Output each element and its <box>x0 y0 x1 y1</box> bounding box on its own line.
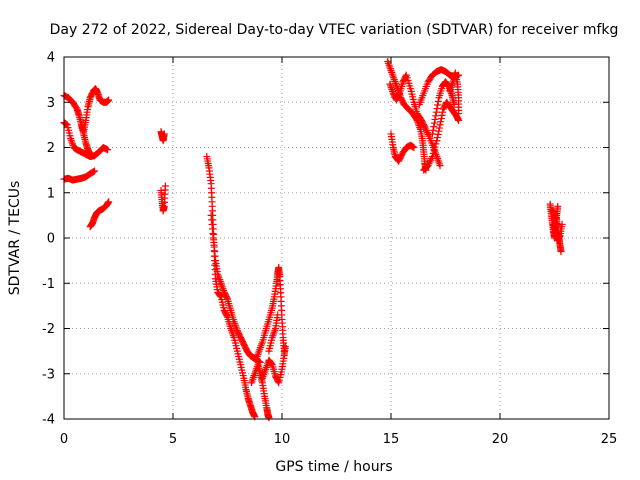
data-point <box>395 91 403 99</box>
data-point <box>433 105 441 113</box>
data-point <box>428 153 436 161</box>
data-point <box>438 111 446 119</box>
x-tick-label: 0 <box>60 432 68 447</box>
data-points <box>60 58 566 422</box>
y-tick-label: -3 <box>42 367 55 382</box>
data-point <box>455 116 463 124</box>
data-point <box>557 248 565 256</box>
data-point <box>274 377 282 385</box>
data-point <box>265 414 273 422</box>
data-point <box>223 294 231 302</box>
data-point <box>432 112 440 120</box>
data-point <box>410 144 418 151</box>
data-point <box>105 198 113 206</box>
data-point <box>439 108 447 116</box>
y-tick-label: -4 <box>42 413 55 428</box>
data-point <box>437 115 445 123</box>
data-point <box>455 110 463 118</box>
y-tick-label: -1 <box>42 277 55 292</box>
x-tick-label: 20 <box>492 432 509 447</box>
data-point <box>428 130 436 138</box>
data-point <box>104 146 112 154</box>
data-point <box>431 115 439 123</box>
data-point <box>223 312 231 320</box>
x-tick-label: 25 <box>601 432 618 447</box>
data-point <box>161 182 169 190</box>
x-tick-labels: 0 5 10 15 20 25 <box>60 432 617 447</box>
y-tick-label: 3 <box>47 96 55 111</box>
data-point <box>430 119 438 127</box>
data-point <box>429 149 437 157</box>
data-point <box>420 122 428 130</box>
data-point <box>554 202 562 210</box>
y-axis-label: SDTVAR / TECUs <box>7 181 23 296</box>
data-point <box>435 127 443 135</box>
data-point <box>432 140 440 148</box>
data-point <box>274 311 282 319</box>
x-axis-label: GPS time / hours <box>275 459 392 475</box>
data-point <box>430 123 438 131</box>
y-tick-label: -2 <box>42 322 55 337</box>
y-tick-label: 4 <box>47 51 55 66</box>
x-tick-label: 5 <box>169 432 177 447</box>
data-point <box>558 220 566 228</box>
data-point <box>433 134 441 142</box>
data-point <box>435 124 443 132</box>
data-point <box>430 146 438 154</box>
data-point <box>432 108 440 116</box>
data-point <box>436 162 444 170</box>
data-point <box>281 343 289 351</box>
data-point <box>434 97 442 105</box>
data-point <box>91 167 99 175</box>
data-point <box>429 126 437 134</box>
data-point <box>431 143 439 151</box>
data-point <box>86 150 94 158</box>
y-tick-labels: -4 -3 -2 -1 0 1 2 3 4 <box>42 51 55 428</box>
data-point <box>436 121 444 129</box>
y-tick-label: 0 <box>47 232 55 247</box>
x-tick-label: 15 <box>383 432 400 447</box>
y-tick-label: 1 <box>47 186 55 201</box>
data-point <box>160 130 168 138</box>
data-point <box>433 137 441 145</box>
y-tick-label: 2 <box>47 141 55 156</box>
data-point <box>105 96 113 104</box>
data-point <box>434 101 442 109</box>
x-tick-label: 10 <box>274 432 291 447</box>
chart-title: Day 272 of 2022, Sidereal Day-to-day VTE… <box>50 22 619 38</box>
data-point <box>216 292 224 300</box>
data-point <box>402 72 410 80</box>
data-point <box>437 118 445 126</box>
grid-lines <box>64 57 609 419</box>
axis-ticks <box>63 56 610 420</box>
data-point <box>268 360 276 368</box>
